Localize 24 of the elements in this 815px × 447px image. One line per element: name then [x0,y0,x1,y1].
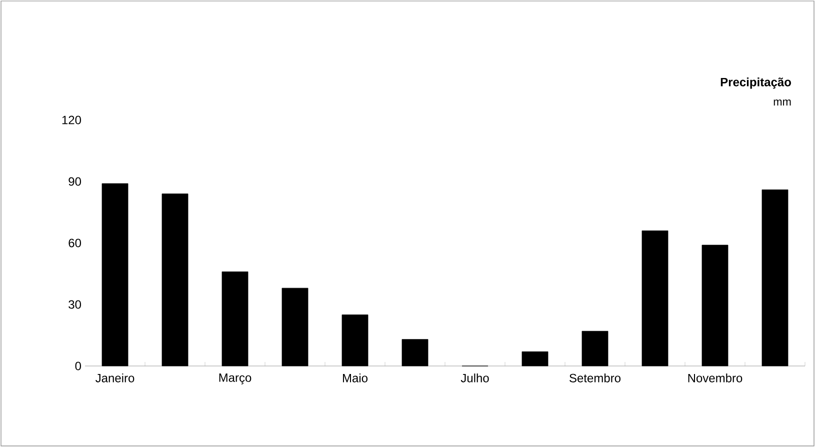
y-tick-label: 30 [68,300,82,309]
bar [282,288,308,366]
y-tick-label: 90 [68,177,82,186]
bar [342,314,368,366]
bar [222,271,248,366]
x-tick-label: Setembro [570,374,620,382]
bar [762,189,788,366]
y-axis-title: mm [774,100,791,106]
chart-title: Precipitação [720,78,791,89]
bar [702,244,728,366]
bar [642,230,668,366]
x-tick-label: Janeiro [96,374,134,382]
x-tick-label: Março [219,374,252,384]
y-tick-label: 120 [62,116,82,124]
y-tick-label: 0 [75,362,82,370]
x-tick-label: Novembro [688,374,742,382]
bar [402,339,428,366]
bar [102,183,128,366]
x-tick-label: Maio [342,374,368,382]
x-tick-label: Julho [460,374,489,382]
bar [522,351,548,366]
bar [582,330,608,366]
y-tick-label: 60 [68,238,82,248]
bar [162,194,188,366]
